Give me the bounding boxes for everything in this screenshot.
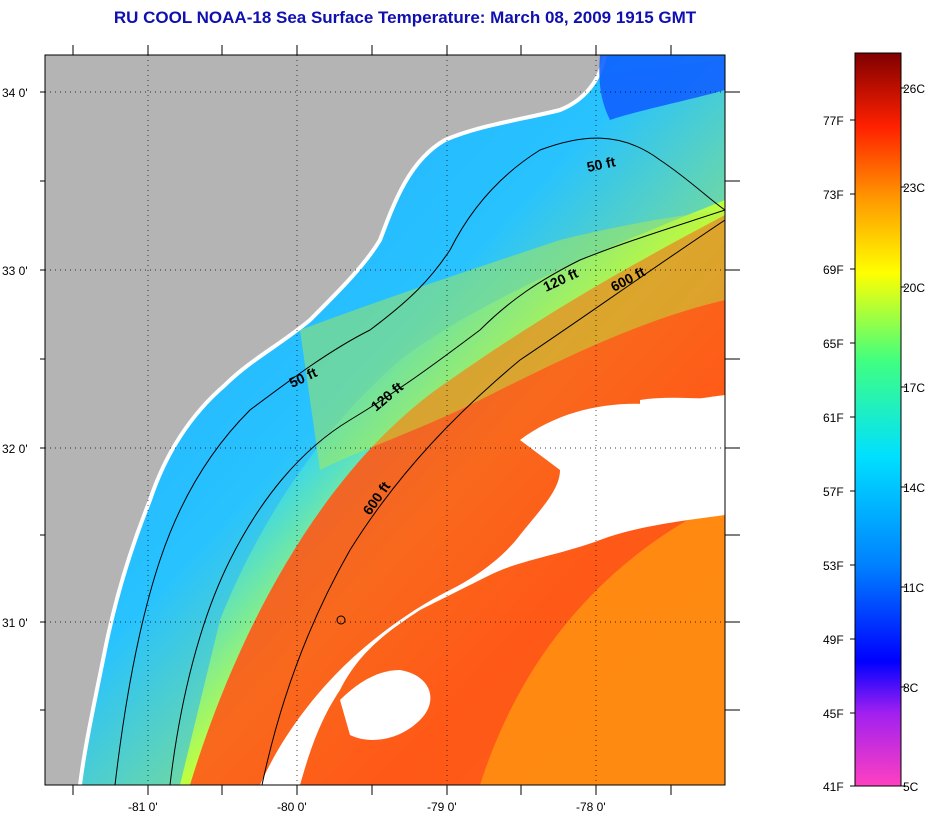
colorbar-celsius-label: 5C	[903, 780, 919, 794]
colorbar-fahrenheit-label: 77F	[823, 114, 844, 128]
graticule	[45, 55, 725, 785]
colorbar-fahrenheit-label: 45F	[823, 707, 844, 721]
chart-title: RU COOL NOAA-18 Sea Surface Temperature:…	[113, 8, 697, 27]
colorbar-celsius-label: 17C	[903, 381, 925, 395]
lat-label: 31 0'	[2, 616, 28, 630]
colorbar-fahrenheit-label: 53F	[823, 559, 844, 573]
transition-green-band	[300, 210, 725, 470]
colorbar-fahrenheit-label: 61F	[823, 411, 844, 425]
colorbar-celsius-label: 8C	[903, 681, 919, 695]
colorbar-fahrenheit-label: 69F	[823, 263, 844, 277]
cloud-cover-south	[340, 670, 431, 740]
isobath-600ft	[261, 219, 725, 785]
colorbar-celsius-label: 14C	[903, 481, 925, 495]
colorbar-ticks	[850, 87, 906, 787]
colorbar	[854, 52, 902, 787]
colorbar-fahrenheit-label: 73F	[823, 188, 844, 202]
lon-label: -81 0'	[128, 800, 158, 814]
colorbar-celsius-label: 20C	[903, 281, 925, 295]
colorbar-celsius-label: 11C	[903, 581, 924, 595]
map-field	[45, 55, 725, 785]
cloud-cover	[260, 395, 725, 785]
lat-label: 32 0'	[2, 442, 28, 456]
lon-label: -79 0'	[427, 800, 457, 814]
colorbar-fahrenheit-label: 41F	[823, 780, 844, 794]
land-mass	[45, 55, 605, 785]
lat-label: 33 0'	[2, 264, 28, 278]
contour-label-50ft: 50 ft	[585, 153, 617, 175]
lat-label: 34 0'	[2, 86, 28, 100]
cape-fear-area	[599, 55, 725, 120]
map-ticks	[40, 45, 740, 795]
lon-label: -80 0'	[277, 800, 307, 814]
colorbar-fahrenheit-label: 65F	[823, 337, 844, 351]
colorbar-fahrenheit-label: 49F	[823, 633, 844, 647]
colorbar-celsius-label: 23C	[903, 181, 925, 195]
cloud-cover-east	[640, 397, 725, 472]
lon-label: -78 0'	[576, 800, 606, 814]
map-frame	[44, 54, 726, 786]
isobath-50ft	[114, 137, 725, 785]
colorbar-fahrenheit-label: 57F	[823, 485, 844, 499]
colorbar-celsius-label: 26C	[903, 82, 925, 96]
isobath-120ft	[169, 209, 725, 785]
coastline	[78, 55, 607, 785]
small-depth-contour	[336, 615, 346, 625]
offshore-orange-region	[480, 500, 725, 785]
